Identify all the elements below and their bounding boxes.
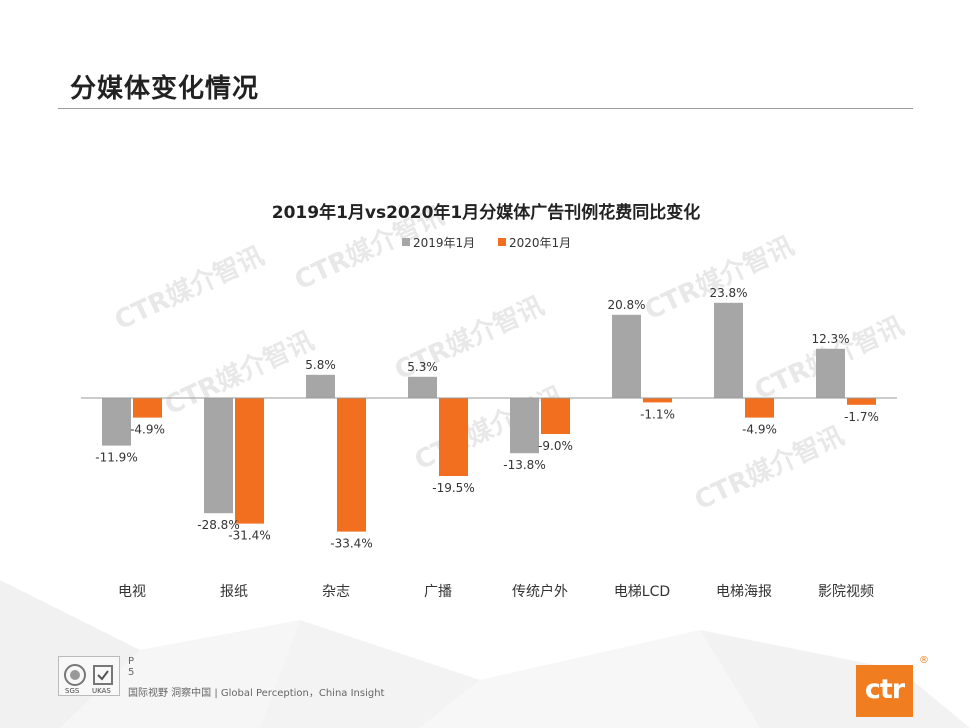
title-divider (58, 108, 913, 109)
footer-tagline: 国际视野 洞察中国 | Global Perception，China Insi… (128, 688, 385, 699)
registered-mark: ® (919, 655, 929, 666)
category-label: 电视 (118, 584, 146, 600)
data-label-2019-0: -11.9% (95, 451, 137, 465)
bars-group (102, 302, 876, 532)
bar-2019-3 (408, 376, 437, 398)
data-label-2020-3: -19.5% (432, 481, 474, 495)
ukas-text: UKAS (92, 687, 111, 695)
ukas-logo (91, 663, 115, 687)
bar-2020-3 (439, 398, 468, 476)
data-label-2019-1: -28.8% (197, 518, 239, 532)
sgs-text: SGS (65, 687, 80, 695)
data-label-2020-7: -1.7% (844, 410, 879, 424)
bar-2020-4 (541, 398, 570, 434)
data-label-2019-3: 5.3% (407, 360, 438, 374)
data-label-2020-6: -4.9% (742, 423, 777, 437)
bar-2020-5 (643, 398, 672, 403)
bar-2019-0 (102, 398, 131, 446)
data-label-2020-4: -9.0% (538, 439, 573, 453)
bar-2020-7 (847, 398, 876, 405)
legend-swatch-2019 (402, 238, 410, 246)
ctr-logo: ctr (856, 665, 913, 717)
category-label: 电梯LCD (614, 584, 670, 600)
watermark-text: CTR媒介智讯 (110, 241, 268, 336)
category-label: 广播 (424, 584, 452, 600)
bar-2019-1 (204, 398, 233, 514)
chart-title: 2019年1月vs2020年1月分媒体广告刊例花费同比变化 (272, 202, 701, 223)
data-label-2020-0: -4.9% (130, 423, 165, 437)
data-label-2019-7: 12.3% (811, 332, 849, 346)
data-label-2019-5: 20.8% (607, 298, 645, 312)
data-label-2020-5: -1.1% (640, 407, 675, 421)
category-labels-group: 电视 报纸 杂志 广播 传统户外 电梯LCD 电梯海报 影院视频 (118, 583, 874, 600)
bar-2020-6 (745, 398, 774, 418)
bar-2019-5 (612, 314, 641, 398)
bar-2020-0 (133, 398, 162, 418)
data-label-2019-2: 5.8% (305, 358, 336, 372)
bar-2019-7 (816, 348, 845, 398)
data-label-2019-6: 23.8% (709, 286, 747, 300)
bar-chart: CTR媒介智讯CTR媒介智讯CTR媒介智讯CTR媒介智讯CTR媒介智讯CTR媒介… (81, 201, 909, 600)
bar-2020-1 (235, 398, 264, 524)
category-label: 杂志 (322, 584, 350, 600)
data-label-2020-1: -31.4% (228, 529, 270, 543)
bar-2019-2 (306, 374, 335, 398)
data-labels-group: -11.9% -4.9% -28.8%-31.4% 5.8% -33.4% 5.3% -19… (95, 286, 879, 551)
page-title: 分媒体变化情况 (70, 74, 260, 104)
data-label-2019-4: -13.8% (503, 458, 545, 472)
certification-marks: SGS UKAS (58, 656, 120, 696)
bar-2019-4 (510, 398, 539, 454)
category-label: 电梯海报 (716, 584, 772, 600)
category-label: 传统户外 (512, 583, 568, 600)
legend-label-2019: 2019年1月 (413, 236, 475, 250)
category-label: 影院视频 (818, 584, 874, 600)
legend: 2019年1月 2020年1月 (402, 236, 571, 250)
category-label: 报纸 (220, 584, 248, 600)
bar-2020-2 (337, 398, 366, 532)
data-label-2020-2: -33.4% (330, 537, 372, 551)
legend-label-2020: 2020年1月 (509, 236, 571, 250)
page-number: P 5 (128, 656, 135, 678)
bar-2019-6 (714, 302, 743, 398)
sgs-logo (63, 663, 87, 687)
legend-swatch-2020 (498, 238, 506, 246)
